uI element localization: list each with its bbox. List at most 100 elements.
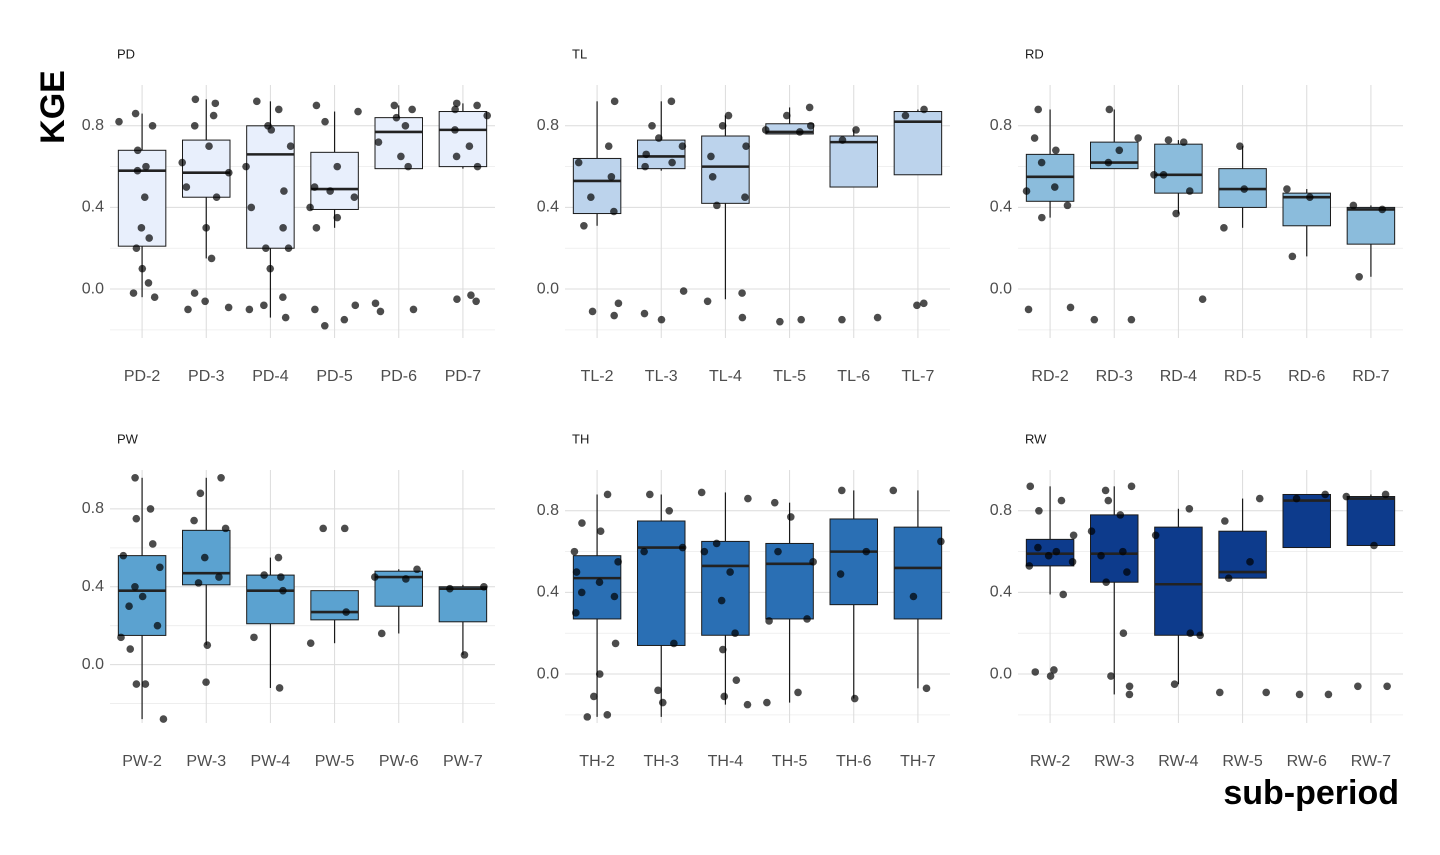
- point: [217, 473, 225, 482]
- point: [480, 582, 488, 591]
- point: [1370, 541, 1378, 550]
- point: [614, 299, 623, 308]
- point: [1052, 146, 1060, 155]
- point: [132, 244, 141, 253]
- point: [1220, 224, 1228, 232]
- point: [1068, 558, 1077, 566]
- point: [731, 629, 739, 638]
- box: [1090, 141, 1139, 170]
- point: [350, 193, 359, 202]
- box: [1154, 526, 1203, 636]
- x-tick-label: PD-3: [188, 368, 225, 385]
- point: [131, 582, 139, 591]
- point: [648, 122, 656, 130]
- point: [1024, 305, 1033, 314]
- point: [1046, 672, 1055, 680]
- point: [1324, 690, 1333, 699]
- point: [724, 111, 733, 120]
- point: [901, 111, 910, 120]
- point: [738, 289, 746, 297]
- point: [1044, 551, 1053, 560]
- point: [141, 680, 150, 688]
- point: [281, 313, 290, 322]
- point: [708, 173, 717, 181]
- point: [460, 651, 469, 659]
- x-tick-label: RW-3: [1094, 753, 1134, 770]
- point: [678, 142, 687, 151]
- point: [280, 187, 288, 195]
- point: [679, 287, 688, 295]
- point: [588, 307, 597, 316]
- point: [703, 297, 712, 306]
- point: [312, 224, 321, 232]
- x-tick-label: RD-3: [1096, 368, 1133, 385]
- y-tick-label: 0.4: [990, 199, 1012, 216]
- point: [1087, 527, 1096, 536]
- point: [1115, 146, 1124, 155]
- point: [1381, 490, 1390, 499]
- point: [146, 505, 155, 513]
- facet-title: TL: [572, 46, 587, 61]
- point: [1159, 170, 1168, 179]
- y-tick-label: 0.8: [990, 502, 1012, 519]
- point: [587, 193, 595, 202]
- point: [920, 105, 928, 114]
- point: [720, 692, 729, 701]
- point: [1050, 183, 1059, 191]
- point: [306, 639, 315, 648]
- point: [803, 615, 811, 623]
- point: [852, 126, 860, 134]
- point: [1185, 504, 1194, 513]
- point: [402, 575, 410, 583]
- point: [397, 152, 405, 161]
- facet-title: TH: [572, 431, 589, 446]
- box: [1154, 143, 1203, 194]
- box: [701, 540, 750, 636]
- point: [1196, 631, 1204, 640]
- point: [580, 221, 588, 230]
- point: [837, 486, 846, 495]
- x-tick-label: TH-3: [643, 753, 679, 770]
- point: [319, 524, 327, 533]
- point: [742, 142, 750, 151]
- point: [786, 513, 795, 521]
- y-tick-label: 0.0: [82, 280, 104, 297]
- box: [829, 518, 878, 606]
- point: [1185, 187, 1194, 195]
- point: [200, 553, 209, 562]
- point: [408, 105, 416, 114]
- x-tick-label: PW-4: [251, 753, 291, 770]
- point: [247, 203, 256, 212]
- point: [809, 558, 817, 566]
- point: [1262, 688, 1270, 697]
- point: [717, 596, 726, 605]
- point: [262, 244, 270, 253]
- point: [707, 152, 715, 161]
- point: [1097, 551, 1105, 560]
- point: [774, 547, 782, 556]
- x-tick-label: TH-5: [772, 753, 808, 770]
- y-tick-label: 0.8: [82, 500, 104, 517]
- point: [1063, 201, 1072, 210]
- point: [125, 602, 133, 611]
- point: [1354, 682, 1362, 691]
- point: [473, 162, 482, 171]
- point: [658, 698, 667, 707]
- point: [132, 680, 141, 688]
- point: [1246, 558, 1254, 566]
- point: [131, 109, 140, 118]
- point: [133, 146, 142, 155]
- point: [132, 514, 141, 523]
- point: [191, 95, 200, 104]
- x-tick-label: TL-5: [773, 368, 806, 385]
- point: [1116, 511, 1125, 519]
- point: [782, 111, 791, 120]
- point: [277, 573, 285, 581]
- point: [279, 224, 287, 232]
- x-tick-label: RW-2: [1030, 753, 1070, 770]
- point: [713, 201, 721, 210]
- point: [452, 99, 461, 108]
- x-tick-label: PW-5: [315, 753, 355, 770]
- x-tick-label: RD-2: [1031, 368, 1068, 385]
